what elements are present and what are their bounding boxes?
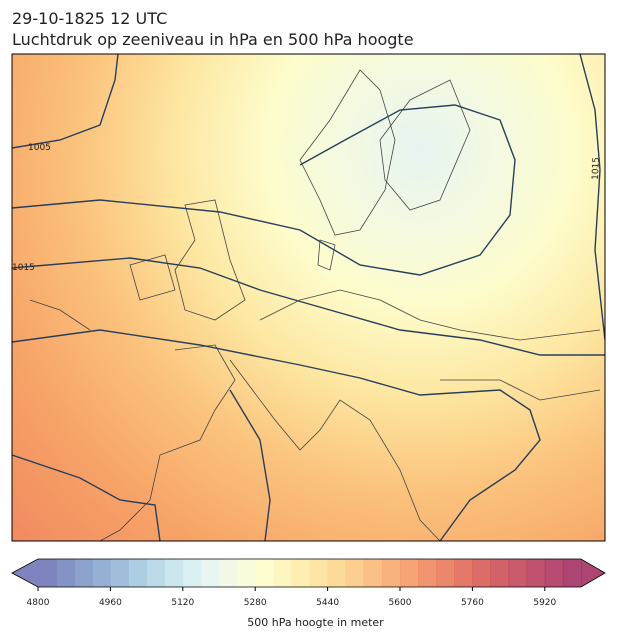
- colorbar-tick-label: 4960: [99, 598, 122, 608]
- colorbar-segment: [544, 559, 564, 587]
- colorbar-segment: [164, 559, 184, 587]
- contour-label: 1005: [28, 143, 51, 153]
- colorbar-segment: [309, 559, 329, 587]
- contour-label: 1015: [12, 263, 35, 273]
- colorbar-tick-label: 5600: [389, 598, 412, 608]
- colorbar-segment: [56, 559, 75, 587]
- colorbar-segment: [381, 559, 401, 587]
- colorbar-segment: [110, 559, 129, 587]
- colorbar-segment: [219, 559, 238, 587]
- colorbar-segment: [146, 559, 166, 587]
- colorbar-segment: [526, 559, 546, 587]
- colorbar-tick-label: 5440: [316, 598, 339, 608]
- colorbar-tick-label: 5920: [533, 598, 556, 608]
- colorbar-segment: [418, 559, 437, 587]
- colorbar-segment: [74, 559, 93, 587]
- colorbar-segment: [200, 559, 220, 587]
- colorbar-segment: [490, 559, 510, 587]
- colorbar-segment: [291, 559, 310, 587]
- colorbar-segment: [454, 559, 473, 587]
- colorbar-segment: [92, 559, 111, 587]
- colorbar-tick-label: 5280: [244, 598, 267, 608]
- colorbar-label: 500 hPa hoogte in meter: [247, 616, 384, 629]
- colorbar-segment: [182, 559, 202, 587]
- colorbar-tick-label: 5120: [171, 598, 194, 608]
- colorbar-segment: [128, 559, 148, 587]
- colorbar-segment: [255, 559, 274, 587]
- coastlines: [29, 69, 601, 541]
- colorbar-segment: [436, 559, 455, 587]
- colorbar-segment: [472, 559, 491, 587]
- colorbar-segment: [273, 559, 292, 587]
- colorbar-segment: [237, 559, 256, 587]
- colorbar-segment: [38, 559, 57, 587]
- colorbar-extend-high: [581, 559, 605, 587]
- colorbar-segment: [400, 559, 419, 587]
- map-frame: [11, 53, 606, 542]
- colorbar-tick-label: 5760: [461, 598, 484, 608]
- colorbar-segment: [327, 559, 347, 587]
- colorbar: 4800 4960 5120 5280 5440 5600 5760 5920 500 hPa …: [11, 558, 606, 629]
- title: 29-10-1825 12 UTC: [12, 9, 167, 28]
- colorbar-extend-low: [12, 559, 38, 587]
- subtitle: Luchtdruk op zeeniveau in hPa en 500 hPa…: [12, 30, 414, 49]
- isobars: [12, 54, 605, 541]
- contour-label: 1015: [591, 157, 602, 180]
- colorbar-segment: [363, 559, 383, 587]
- colorbar-segment: [562, 559, 582, 587]
- colorbar-segment: [345, 559, 365, 587]
- colorbar-segment: [508, 559, 528, 587]
- map: 1005 1015 1015: [12, 54, 605, 541]
- colorbar-tick-label: 4800: [27, 598, 50, 608]
